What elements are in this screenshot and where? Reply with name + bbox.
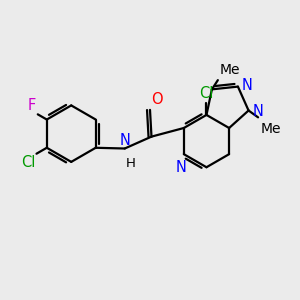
Text: N: N xyxy=(119,133,130,148)
Text: Me: Me xyxy=(261,122,281,136)
Text: Cl: Cl xyxy=(21,155,35,170)
Text: N: N xyxy=(242,78,252,93)
Text: N: N xyxy=(252,104,263,119)
Text: O: O xyxy=(152,92,163,107)
Text: Cl: Cl xyxy=(199,86,214,101)
Text: H: H xyxy=(125,157,135,170)
Text: Me: Me xyxy=(220,63,240,76)
Text: F: F xyxy=(28,98,36,113)
Text: N: N xyxy=(176,160,187,175)
